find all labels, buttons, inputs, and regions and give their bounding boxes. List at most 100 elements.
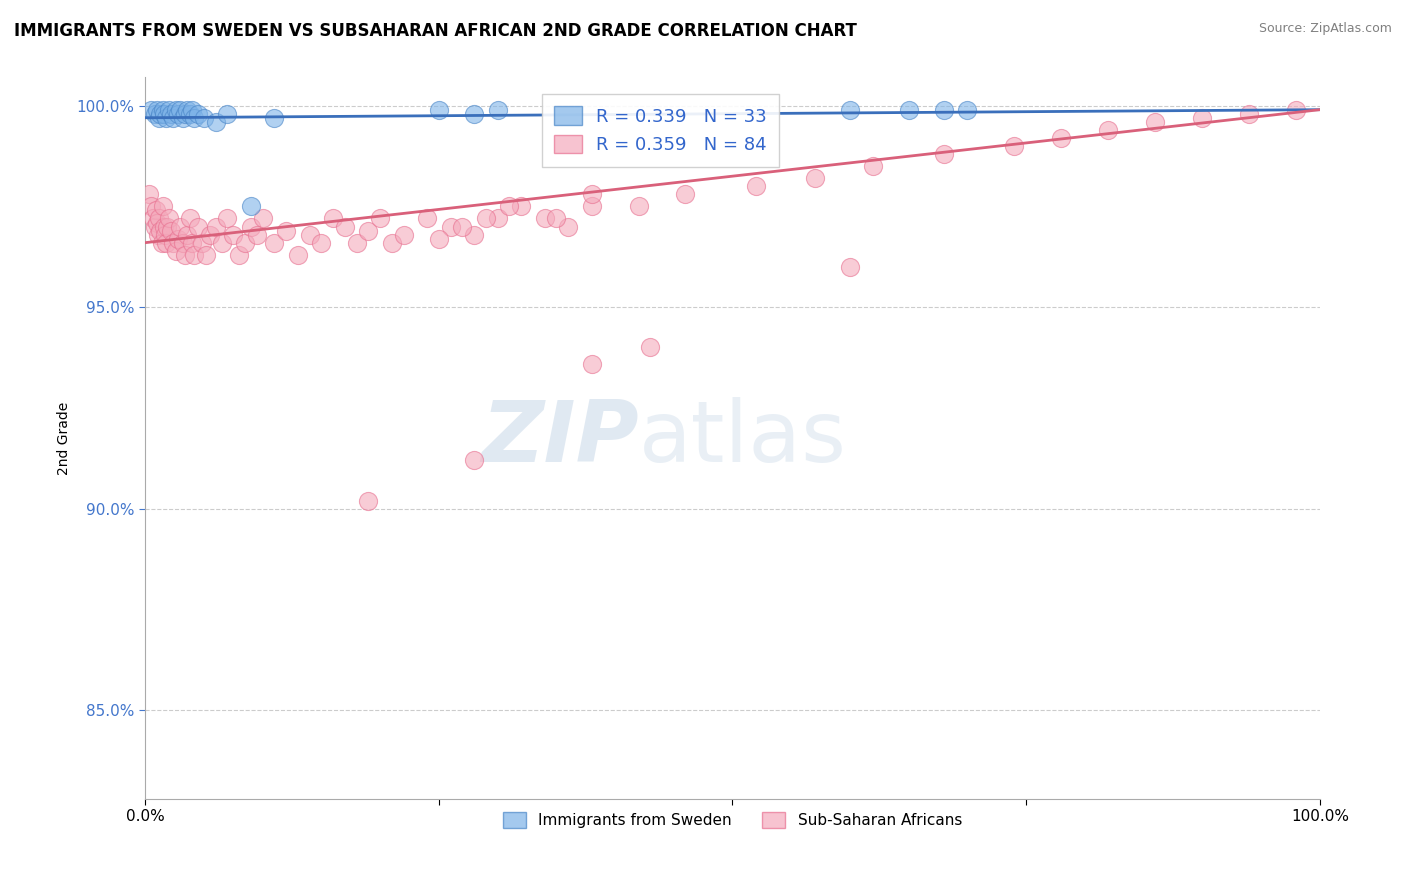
Point [287,248,309,262]
Point [160,224,183,238]
Point [638,341,661,355]
Point [156,219,179,234]
Point [153,219,176,234]
Point [416,211,439,226]
Point [179,106,201,120]
Point [181,235,204,250]
Point [149,106,172,120]
Point [228,248,250,262]
Point [174,248,197,262]
Text: atlas: atlas [638,397,846,480]
Point [451,219,474,234]
Point [839,103,862,117]
Point [148,111,170,125]
Point [146,227,169,242]
Point [145,203,167,218]
Point [176,227,198,242]
Point [153,227,176,242]
Point [932,103,955,117]
Point [897,103,920,117]
Point [486,211,509,226]
Point [195,248,218,262]
Point [179,211,201,226]
Y-axis label: 2nd Grade: 2nd Grade [58,401,72,475]
Legend: Immigrants from Sweden, Sub-Saharan Africans: Immigrants from Sweden, Sub-Saharan Afri… [496,806,967,835]
Point [183,111,205,125]
Point [142,211,165,226]
Point [165,244,187,258]
Point [298,227,321,242]
Point [162,235,184,250]
Point [198,227,221,242]
Point [322,211,344,226]
Point [172,111,194,125]
Point [581,357,603,371]
Point [211,235,233,250]
Point [153,106,176,120]
Point [148,211,170,226]
Point [239,199,262,213]
Point [165,103,187,117]
Point [174,106,197,120]
Point [381,235,404,250]
Point [1050,131,1073,145]
Point [139,103,162,117]
Point [463,106,485,120]
Point [498,199,520,213]
Point [143,106,166,120]
Point [675,187,697,202]
Point [427,232,450,246]
Point [1097,123,1119,137]
Point [146,215,169,229]
Point [263,111,285,125]
Point [187,219,209,234]
Point [138,187,160,202]
Point [475,211,498,226]
Point [839,260,862,274]
Point [803,171,825,186]
Point [274,224,297,238]
Point [745,179,768,194]
Point [357,224,380,238]
Point [139,199,162,213]
Point [190,235,212,250]
Point [439,219,461,234]
Point [155,111,177,125]
Point [252,211,274,226]
Point [463,227,485,242]
Point [172,235,194,250]
Point [533,211,555,226]
Point [510,199,533,213]
Point [932,147,955,161]
Point [157,211,180,226]
Point [217,211,239,226]
Point [1002,139,1025,153]
Point [627,199,650,213]
Point [357,493,380,508]
Point [239,219,262,234]
Point [150,235,173,250]
Point [346,235,368,250]
Point [162,111,184,125]
Point [143,219,166,234]
Point [181,103,204,117]
Point [1239,106,1261,120]
Point [176,103,198,117]
Point [246,227,269,242]
Text: ZIP: ZIP [481,397,638,480]
Point [167,232,190,246]
Point [149,224,172,238]
Text: IMMIGRANTS FROM SWEDEN VS SUBSAHARAN AFRICAN 2ND GRADE CORRELATION CHART: IMMIGRANTS FROM SWEDEN VS SUBSAHARAN AFR… [14,22,856,40]
Point [169,103,191,117]
Point [486,103,509,117]
Point [1285,103,1308,117]
Point [233,235,256,250]
Point [152,199,174,213]
Point [263,235,285,250]
Point [169,219,191,234]
Point [167,106,190,120]
Point [155,235,177,250]
Point [862,159,884,173]
Point [581,187,603,202]
Point [333,219,356,234]
